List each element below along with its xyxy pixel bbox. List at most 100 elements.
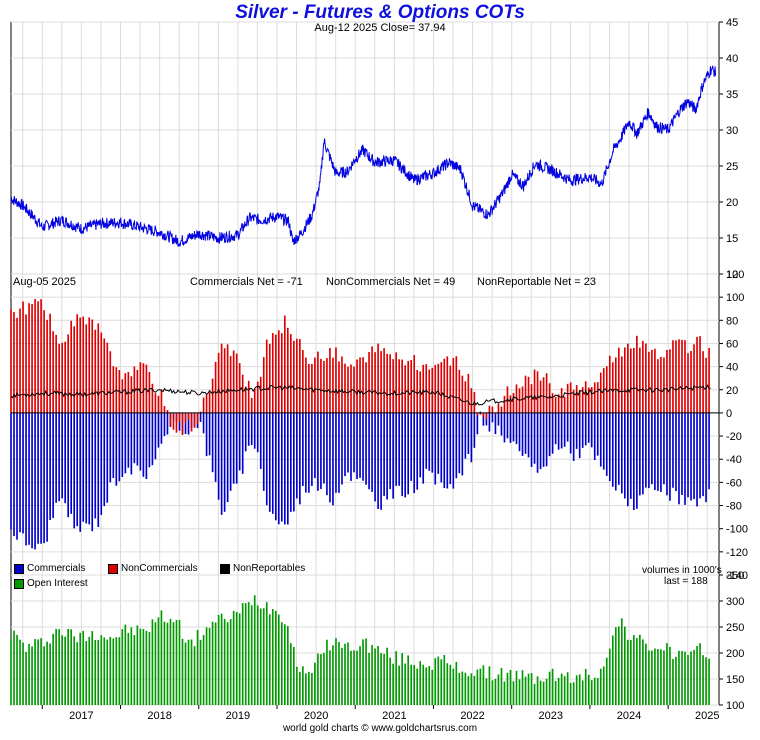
noncommercials-bar [578,390,581,413]
commercials-bar [642,412,644,495]
commercials-bar [383,412,385,496]
commercials-bar [106,412,109,503]
open-interest-bar [473,675,476,705]
commercials-bar [578,412,581,459]
open-interest-bar [386,647,388,705]
commercials-bar [386,412,388,500]
cot-tick-label: 20 [726,385,738,397]
noncommercials-bar [708,348,710,413]
commercials-bar [341,412,343,485]
open-interest-bar [696,645,698,705]
commercials-bar [614,412,617,491]
commercials-bar [305,412,307,493]
open-interest-bar [40,638,42,705]
noncommercials-bar [43,310,45,413]
open-interest-bar [64,636,66,705]
commercials-bar [666,412,668,496]
open-interest-bar [184,642,187,705]
commercials-bar [211,412,214,473]
commercials-bar [10,412,12,530]
price-tick-label: 20 [726,197,738,209]
commercials-bar [702,412,704,497]
noncommercials-bar [401,359,403,413]
cot-tick-label: 40 [726,362,738,374]
open-interest-bar [199,639,202,705]
noncommercials-bar [485,412,488,420]
noncommercials-bar [283,315,286,413]
commercials-bar [61,412,63,499]
noncommercials-bar [109,351,112,413]
oi-tick-label: 200 [726,648,744,660]
open-interest-bar [10,638,12,705]
commercials-bar [581,412,584,448]
open-interest-bar [449,664,452,705]
open-interest-bar [620,618,623,705]
open-interest-bar [211,621,214,705]
open-interest-bar [323,652,325,705]
noncommercials-bar [299,339,301,413]
commercials-bar [232,412,235,484]
noncommercials-bar [500,406,503,413]
noncommercials-bar [452,358,455,413]
legend-nonreportables: NonReportables [220,563,305,574]
commercials-bar [452,412,455,489]
noncommercials-bar [648,351,650,413]
open-interest-bar [371,644,373,705]
noncommercials-bar [458,369,461,413]
open-interest-bar [308,671,310,705]
noncommercials-bar [392,359,394,413]
commercials-bar [64,412,66,504]
noncommercials-bar [467,373,470,413]
noncommercials-bar [359,357,361,413]
noncommercials-bar [512,392,515,413]
commercials-bar [449,412,452,485]
commercials-bar [524,412,527,454]
noncommercials-bar [34,299,36,413]
open-interest-bar [551,668,554,705]
commercials-bar [320,412,322,489]
open-interest-bar [344,643,346,705]
noncommercials-bar [527,376,530,413]
open-interest-bar [419,661,422,705]
noncommercials-bar [130,376,133,413]
commercials-bar [82,412,85,522]
commercials-bar [112,412,115,479]
noncommercials-bar [265,339,268,413]
price-tick-label: 30 [726,125,738,137]
commercials-bar [70,412,73,514]
noncommercials-bar [371,346,373,413]
open-interest-bar [359,646,361,705]
commercials-bar [563,412,566,447]
commercials-bar [133,412,136,464]
open-interest-bar [353,650,355,705]
noncommercials-bar [515,384,518,413]
noncommercials-bar [154,393,157,413]
commercials-bar [470,412,473,463]
noncommercials-bar [196,412,199,424]
noncommercials-bar [226,344,229,413]
open-interest-bar [509,669,512,705]
nonreportable-net: NonReportable Net = 23 [477,276,596,288]
open-interest-bar [654,648,656,705]
open-interest-bar [88,636,91,705]
noncommercials-bar [25,314,27,413]
open-interest-bar [311,672,313,705]
open-interest-bar [172,622,175,705]
commercials-bar [422,412,425,484]
open-interest-bar [617,626,620,705]
noncommercials-bar [211,378,214,413]
noncommercials-bar [40,299,42,413]
noncommercials-bar [64,341,66,413]
noncommercials-bar [428,369,431,413]
open-interest-bar [133,635,136,705]
noncommercials-bar [13,312,15,413]
noncommercials-bar [696,336,698,413]
noncommercials-bar [335,347,337,413]
x-tick-label: 2017 [69,710,93,722]
open-interest-bar [524,676,527,705]
noncommercials-bar [163,406,166,413]
x-tick-label: 2025 [695,710,719,722]
commercials-bar [229,412,232,491]
open-interest-bar [85,640,88,705]
